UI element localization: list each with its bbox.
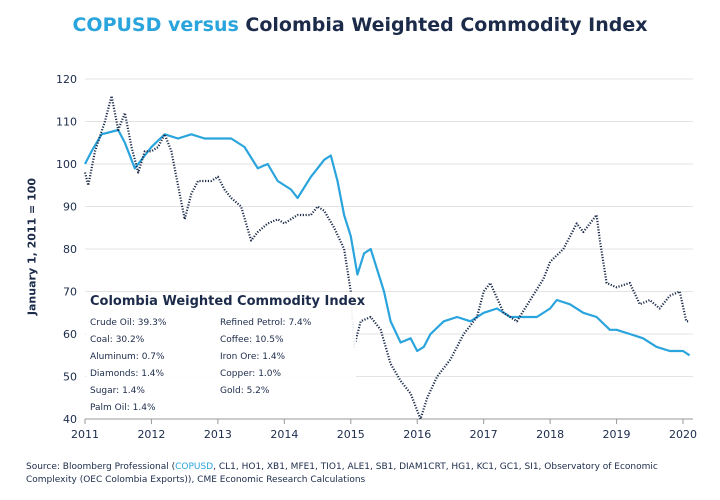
title-highlight: COPUSD versus <box>72 14 239 36</box>
source-prefix: Source: Bloomberg Professional ( <box>26 462 176 472</box>
legend-entry: Diamonds: 1.4% <box>90 369 165 379</box>
legend-entry: Coal: 30.2% <box>90 335 145 345</box>
x-tick-label: 2016 <box>403 428 431 441</box>
legend-entry: Aluminum: 0.7% <box>90 352 165 362</box>
legend-entry: Coffee: 10.5% <box>220 335 284 345</box>
chart-title: COPUSD versus Colombia Weighted Commodit… <box>0 14 720 36</box>
y-tick-label: 50 <box>63 371 77 384</box>
x-tick-label: 2014 <box>270 428 298 441</box>
x-tick-label: 2013 <box>204 428 232 441</box>
y-tick-label: 60 <box>63 328 77 341</box>
source-note: Source: Bloomberg Professional (COPUSD, … <box>26 461 706 487</box>
legend-entry: Gold: 5.2% <box>220 386 270 396</box>
legend-entry: Crude Oil: 39.3% <box>90 318 167 328</box>
legend-entry: Refined Petrol: 7.4% <box>220 318 312 328</box>
y-tick-label: 100 <box>56 158 77 171</box>
legend-left-column: Crude Oil: 39.3% Coal: 30.2% Aluminum: 0.7… <box>90 315 166 417</box>
x-tick-label: 2017 <box>470 428 498 441</box>
y-tick-label: 120 <box>56 73 77 86</box>
y-tick-label: 80 <box>63 243 77 256</box>
legend-title: Colombia Weighted Commodity Index <box>90 294 366 309</box>
source-highlight: COPUSD <box>175 462 214 472</box>
y-tick-label: 70 <box>63 286 77 299</box>
x-tick-label: 2012 <box>137 428 165 441</box>
x-tick-label: 2019 <box>603 428 631 441</box>
source-rest: , CL1, HO1, XB1, MFE1, TIO1, ALE1, SB1, … <box>26 462 658 485</box>
legend-entry: Palm Oil: 1.4% <box>90 403 156 413</box>
x-tick-label: 2020 <box>669 428 697 441</box>
x-tick-label: 2011 <box>71 428 99 441</box>
legend-entry: Copper: 1.0% <box>220 369 282 379</box>
legend-entry: Sugar: 1.4% <box>90 386 145 396</box>
y-tick-label: 90 <box>63 201 77 214</box>
title-rest: Colombia Weighted Commodity Index <box>245 14 648 36</box>
legend-box: Colombia Weighted Commodity Index Crude … <box>86 293 366 417</box>
y-tick-label: 40 <box>63 413 77 426</box>
y-tick-label: 110 <box>56 116 77 129</box>
series-line-copusd <box>84 128 691 357</box>
legend-right-column: Refined Petrol: 7.4% Coffee: 10.5% Iron Or… <box>220 315 311 400</box>
x-tick-label: 2015 <box>337 428 365 441</box>
legend-entry: Iron Ore: 1.4% <box>220 352 286 362</box>
x-tick-label: 2018 <box>536 428 564 441</box>
